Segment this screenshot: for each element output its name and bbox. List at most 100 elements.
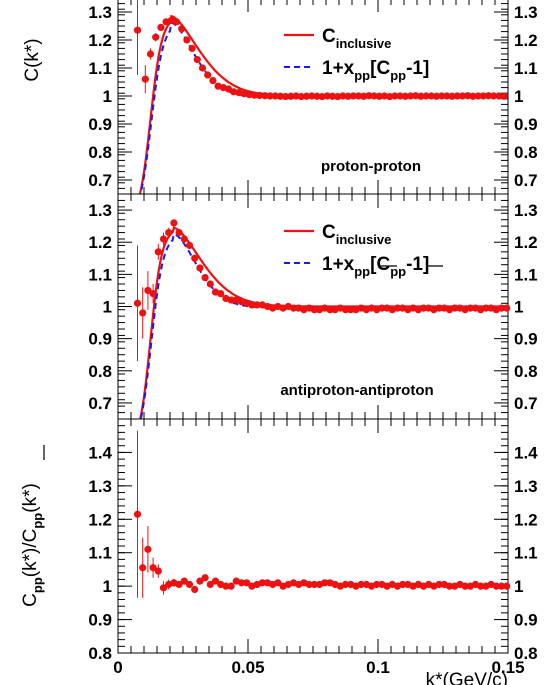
data-point — [386, 92, 394, 101]
legend-sub: inclusive — [336, 232, 392, 247]
y-tick-label-right: 1.2 — [514, 31, 538, 50]
y-tick-label-right: 1.4 — [514, 443, 538, 462]
legend-part: pp — [354, 264, 370, 279]
dashed-model-curve — [139, 21, 507, 194]
y-tick-label-left: 1.1 — [88, 265, 112, 284]
data-point — [141, 75, 149, 83]
legend-label-model: 1+xpp[Cpp-1] — [322, 58, 429, 83]
data-point — [328, 92, 337, 100]
data-point — [380, 92, 389, 100]
data-point — [435, 304, 443, 312]
data-point — [318, 92, 326, 101]
data-point — [396, 92, 404, 100]
data-point — [237, 579, 246, 587]
data-point — [308, 92, 316, 100]
y-tick-label-left: 0.8 — [88, 644, 112, 663]
data-point — [133, 299, 142, 307]
y-tick-label-left: 1.3 — [88, 477, 112, 496]
data-point — [341, 306, 350, 314]
legend-label-inclusive: Cinclusive — [322, 26, 391, 51]
data-point — [206, 580, 214, 589]
data-point — [201, 273, 209, 282]
data-point — [360, 92, 368, 100]
data-point — [139, 309, 147, 317]
data-point — [139, 564, 147, 572]
x-tick-label: 0.15 — [491, 658, 524, 677]
data-point — [287, 92, 295, 100]
data-point — [427, 92, 435, 100]
data-point — [466, 304, 474, 312]
data-point — [477, 582, 485, 590]
y-axis-title-part: (k*)/C — [20, 529, 41, 578]
y-tick-label-left: 0.9 — [88, 611, 112, 630]
data-point — [422, 92, 430, 100]
y-tick-label-left: 1.3 — [88, 3, 112, 22]
data-point — [406, 92, 415, 100]
data-point — [185, 241, 194, 250]
data-point — [159, 584, 168, 592]
data-point — [334, 92, 342, 101]
solid-model-curve — [139, 226, 507, 419]
data-point — [474, 92, 482, 100]
data-point — [461, 582, 469, 590]
y-tick-label-left: 0.9 — [88, 330, 112, 349]
y-tick-label-right: 1.1 — [514, 59, 538, 78]
legend-part: [C — [370, 58, 390, 79]
data-point — [443, 92, 451, 100]
data-point — [310, 580, 318, 589]
data-point — [344, 92, 352, 100]
data-point — [204, 71, 212, 79]
y-axis-title-part: C — [20, 593, 41, 607]
y-tick-label-left: 0.8 — [88, 143, 112, 162]
y-tick-label-right: 1 — [514, 298, 523, 317]
data-point — [453, 92, 461, 100]
y-tick-label-right: 0.9 — [514, 330, 538, 349]
legend-part: pp — [390, 264, 406, 279]
data-point — [492, 582, 500, 590]
data-point — [178, 25, 186, 33]
data-point — [144, 286, 152, 295]
data-point — [432, 92, 441, 100]
dashed-model-curve — [139, 232, 507, 419]
data-point — [354, 92, 363, 100]
data-point — [497, 304, 506, 312]
data-point — [326, 306, 334, 314]
y-axis-title-part: pp — [30, 513, 45, 529]
data-point — [133, 26, 142, 34]
y-tick-label-left: 0.7 — [88, 171, 112, 190]
legend-part: 1+x — [322, 254, 355, 275]
data-point — [144, 545, 152, 553]
data-point — [188, 44, 196, 53]
data-point — [165, 228, 173, 237]
data-point — [292, 92, 300, 100]
data-point — [401, 92, 409, 100]
data-point — [196, 577, 204, 585]
data-point — [276, 92, 285, 100]
y-tick-label-left: 1.1 — [88, 544, 112, 563]
data-point — [185, 580, 194, 589]
data-point — [172, 18, 181, 26]
legend-part: pp — [390, 68, 406, 83]
data-point — [157, 23, 165, 31]
data-point — [191, 585, 199, 594]
data-point — [222, 582, 230, 590]
legend-main: C — [322, 26, 336, 47]
y-tick-label-right: 1 — [514, 577, 523, 596]
data-point — [180, 235, 188, 243]
data-point — [289, 304, 298, 312]
data-point — [313, 92, 321, 100]
panel-frame — [117, 418, 509, 654]
data-point — [469, 92, 477, 100]
data-point — [250, 91, 259, 99]
y-tick-label-right: 1.2 — [514, 233, 538, 252]
data-point — [310, 306, 318, 314]
y-tick-label-right: 1.3 — [514, 477, 538, 496]
legend-part: [C — [370, 254, 390, 275]
data-point — [183, 36, 191, 44]
data-point — [323, 92, 331, 100]
data-point — [133, 510, 142, 518]
y-tick-label-left: 1.2 — [88, 510, 112, 529]
data-point — [206, 280, 214, 288]
x-tick-label: 0.1 — [366, 658, 390, 677]
data-point — [201, 574, 209, 582]
